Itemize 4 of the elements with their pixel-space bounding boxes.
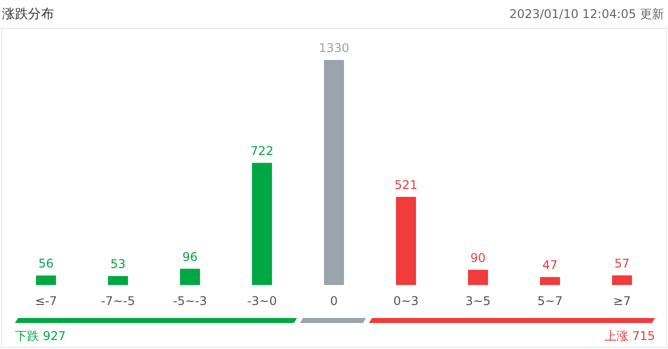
annotation: 下跌 927	[15, 329, 66, 343]
annotation: 2023/01/10 12:04:05 更新	[509, 7, 664, 21]
title: 涨跌分布	[2, 7, 54, 22]
annotation: 上涨 715	[604, 329, 655, 343]
